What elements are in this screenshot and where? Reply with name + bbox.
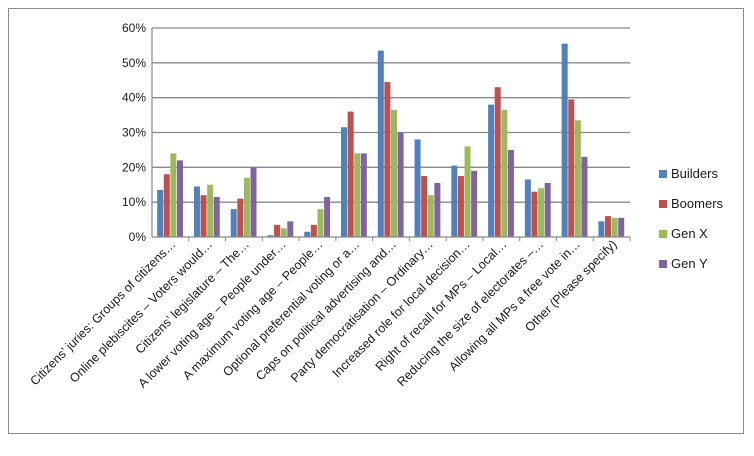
bar-boomers xyxy=(605,216,612,237)
bar-boomers xyxy=(531,191,538,237)
legend-swatch xyxy=(659,200,667,208)
bar-gen-y xyxy=(471,170,478,237)
legend-swatch xyxy=(659,170,667,178)
bar-builders xyxy=(451,165,458,237)
bar-gen-y xyxy=(544,183,551,237)
bar-gen-x xyxy=(427,195,434,237)
bar-boomers xyxy=(494,87,501,237)
y-tick-label: 10% xyxy=(122,195,146,209)
bar-builders xyxy=(414,139,421,237)
bar-builders xyxy=(157,189,164,237)
bar-gen-x xyxy=(501,109,508,237)
bar-builders xyxy=(561,43,568,237)
bar-gen-x xyxy=(170,153,177,237)
bar-gen-x xyxy=(538,188,545,237)
bar-gen-y xyxy=(434,183,441,237)
bar-gen-x xyxy=(611,217,618,237)
bar-gen-y xyxy=(581,156,588,237)
bar-boomers xyxy=(384,81,391,237)
legend-label: Boomers xyxy=(671,196,724,211)
bar-gen-x xyxy=(354,153,361,237)
legend-label: Gen X xyxy=(671,226,708,241)
bar-builders xyxy=(488,104,495,237)
bar-gen-y xyxy=(360,153,367,237)
bar-gen-y xyxy=(213,196,220,237)
y-tick-label: 0% xyxy=(129,230,147,244)
bar-gen-y xyxy=(507,149,514,237)
y-tick-label: 50% xyxy=(122,56,146,70)
bar-gen-y xyxy=(250,167,257,237)
bar-gen-y xyxy=(176,160,183,237)
axes xyxy=(151,28,631,241)
bar-boomers xyxy=(274,224,281,237)
bar-gen-x xyxy=(207,184,214,237)
y-tick-label: 60% xyxy=(122,21,146,35)
bar-builders xyxy=(341,127,348,237)
legend-label: Builders xyxy=(671,166,718,181)
bar-gen-x xyxy=(243,177,250,237)
legend-label: Gen Y xyxy=(671,256,708,271)
x-axis-category-labels: Citizens’ juries: Groups of citizens…Onl… xyxy=(27,237,619,390)
bar-builders xyxy=(377,50,384,238)
y-tick-label: 30% xyxy=(122,126,146,140)
y-tick-label: 20% xyxy=(122,160,146,174)
legend-swatch xyxy=(659,230,667,238)
bar-gen-x xyxy=(391,109,397,237)
bar-boomers xyxy=(457,176,464,237)
bar-boomers xyxy=(163,174,170,237)
bar-builders xyxy=(304,231,311,237)
bar-boomers xyxy=(237,198,244,237)
bar-gen-y xyxy=(397,132,404,237)
y-axis-ticks: 0% 10% 20% 30% 40% 50% 60% xyxy=(122,21,146,244)
legend: Builders Boomers Gen X Gen Y xyxy=(659,166,724,271)
bar-gen-x xyxy=(574,120,581,237)
bar-gen-y xyxy=(287,221,294,237)
bar-boomers xyxy=(200,195,207,237)
bar-builders xyxy=(267,235,274,237)
bar-gen-x xyxy=(280,228,287,237)
bar-gen-x xyxy=(464,146,471,237)
bar-builders xyxy=(524,179,531,237)
bar-builders xyxy=(193,186,200,237)
bar-boomers xyxy=(310,224,317,237)
bar-builders xyxy=(598,221,605,237)
bars xyxy=(157,43,625,238)
bar-gen-x xyxy=(317,209,324,237)
bar-builders xyxy=(230,209,237,237)
legend-swatch xyxy=(659,260,667,268)
y-tick-label: 40% xyxy=(122,91,146,105)
bar-boomers xyxy=(347,111,354,237)
bar-gen-y xyxy=(618,217,625,237)
bar-gen-y xyxy=(324,196,331,237)
bar-boomers xyxy=(568,99,575,238)
bar-boomers xyxy=(421,176,428,237)
